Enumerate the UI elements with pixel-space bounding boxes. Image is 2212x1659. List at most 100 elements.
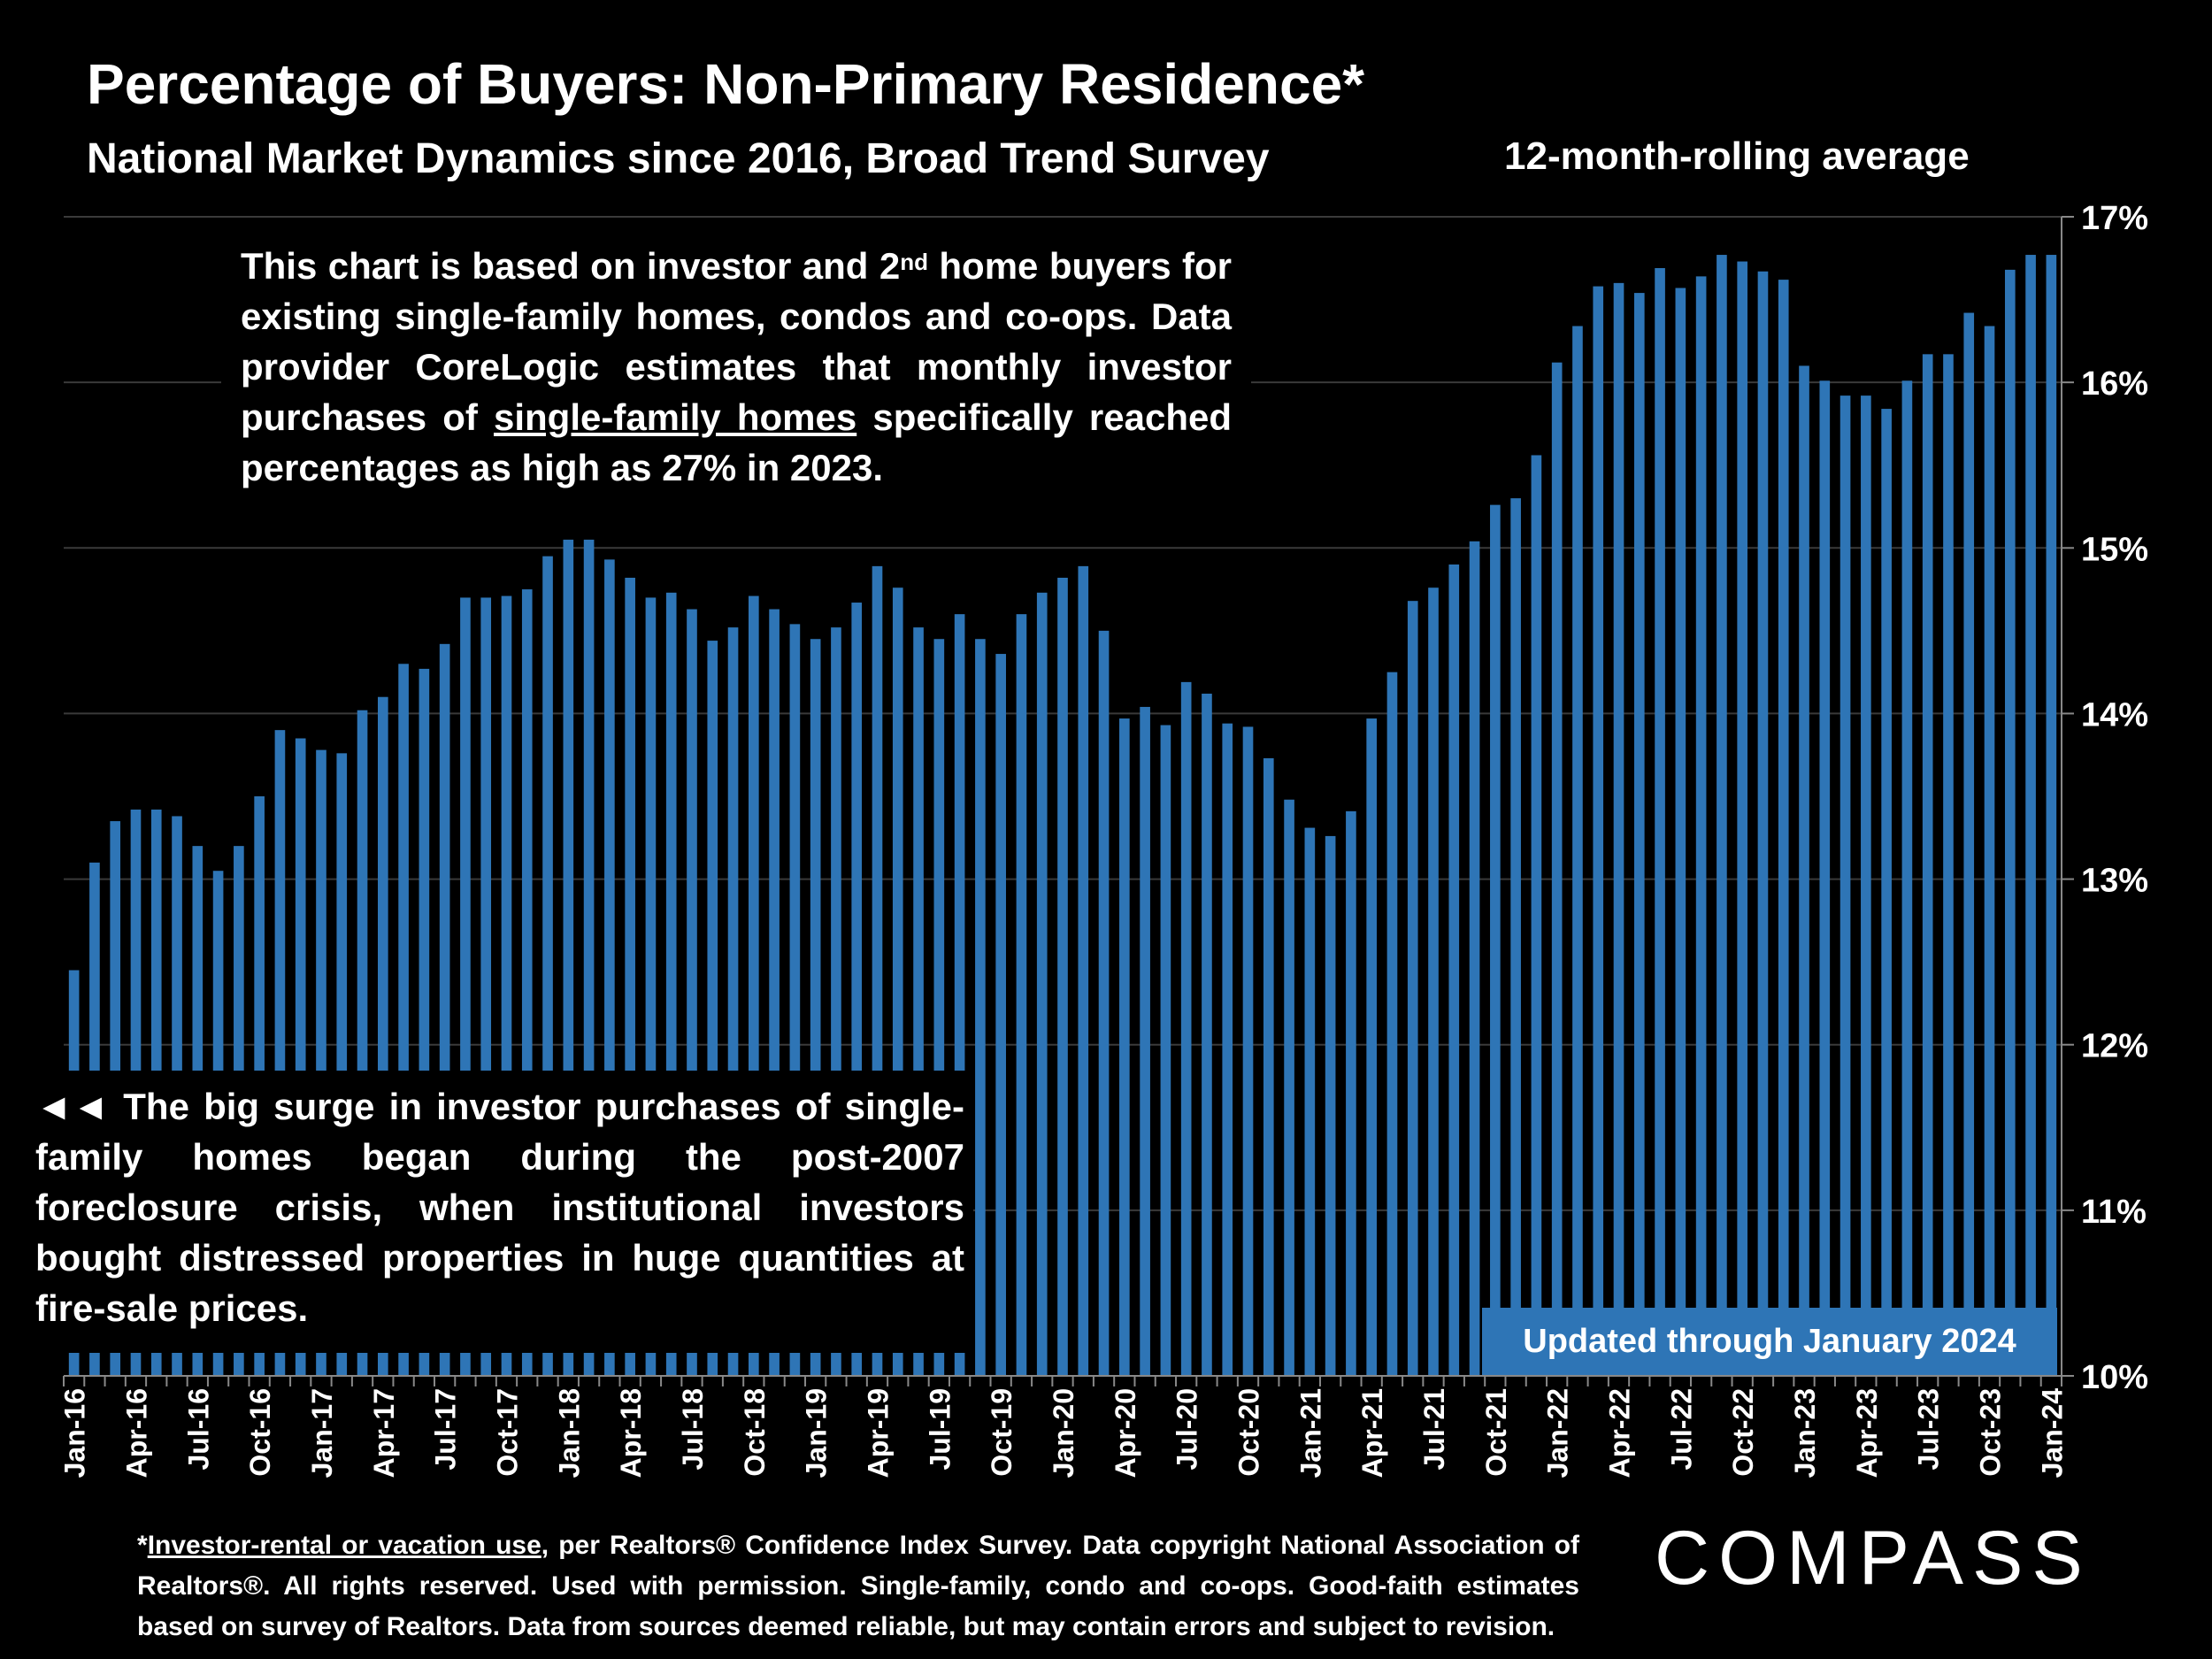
footnote-underlined-term: Investor-rental or vacation use <box>147 1531 541 1560</box>
bar <box>1799 365 1809 1376</box>
bar <box>563 539 574 1376</box>
bar <box>295 738 306 1376</box>
bar <box>1263 757 1274 1376</box>
bar <box>1386 672 1398 1376</box>
bar <box>810 639 821 1376</box>
bar <box>913 627 924 1376</box>
x-tick-label: Apr-16 <box>120 1388 152 1478</box>
y-tick-label: 10% <box>2081 1359 2148 1396</box>
x-tick-label: Jul-17 <box>430 1388 462 1470</box>
note-text-2: home buyers for existing single-family h… <box>241 245 1232 438</box>
x-tick-label: Jul-16 <box>182 1388 214 1470</box>
bar <box>1593 286 1604 1377</box>
bar <box>1428 588 1439 1376</box>
bar <box>1325 835 1336 1376</box>
annotation-foreclosure-note: ◄◄ The big surge in investor purchases o… <box>25 1071 973 1353</box>
bar <box>1675 288 1686 1376</box>
bar <box>954 614 965 1376</box>
bar <box>995 654 1006 1376</box>
x-tick-label: Apr-19 <box>862 1388 894 1478</box>
bar <box>645 597 657 1376</box>
bar <box>542 556 553 1376</box>
x-axis: Jan-16 Apr-16 Jul-16 Oct-16 Jan-17 Apr-17 Jul-… <box>59 1375 2068 1479</box>
bar <box>975 639 986 1376</box>
x-tick-label: Oct-22 <box>1727 1388 1759 1477</box>
bar <box>1839 396 1851 1377</box>
x-tick-label: Jan-24 <box>2036 1388 2068 1479</box>
bar <box>1737 261 1748 1376</box>
x-tick-label: Jul-19 <box>924 1388 956 1470</box>
x-tick-label: Apr-21 <box>1356 1388 1388 1478</box>
bar <box>1407 601 1418 1376</box>
footnote-text: , per Realtors® Confidence Index Survey.… <box>137 1531 1579 1641</box>
bar <box>1613 282 1624 1376</box>
bar <box>501 595 512 1376</box>
bar <box>1119 718 1130 1376</box>
bar <box>2004 269 2016 1376</box>
x-tick-label: Oct-19 <box>986 1388 1018 1477</box>
bar <box>1078 565 1089 1376</box>
x-tick-label: Jan-17 <box>306 1388 338 1478</box>
note-underlined-term: single-family homes <box>493 396 857 438</box>
bar <box>1490 504 1501 1376</box>
x-tick-label: Jul-22 <box>1665 1388 1697 1470</box>
updated-badge: Updated through January 2024 <box>1482 1308 2057 1375</box>
bar <box>336 753 348 1376</box>
bar <box>625 577 635 1376</box>
bar <box>1819 380 1831 1376</box>
x-tick-label: Oct-20 <box>1233 1388 1265 1477</box>
y-tick-label: 12% <box>2081 1028 2148 1065</box>
bar <box>892 588 903 1376</box>
bar <box>707 641 718 1376</box>
x-tick-label: Jul-18 <box>677 1388 709 1470</box>
x-tick-label: Jan-22 <box>1542 1388 1574 1478</box>
bar <box>521 589 533 1376</box>
bar <box>1901 380 1913 1376</box>
bar <box>1448 565 1460 1376</box>
x-tick-label: Oct-23 <box>1975 1388 2007 1477</box>
bar <box>604 559 615 1376</box>
bar <box>1098 630 1110 1376</box>
x-tick-label: Apr-17 <box>368 1388 400 1478</box>
bar <box>460 597 471 1376</box>
bar <box>1757 271 1769 1377</box>
bar <box>2025 255 2036 1376</box>
x-tick-label: Apr-20 <box>1110 1388 1141 1478</box>
bar <box>851 603 863 1376</box>
bar <box>1346 810 1356 1376</box>
bar <box>1551 362 1563 1377</box>
x-tick-label: Jan-19 <box>801 1388 833 1478</box>
bar <box>1140 706 1150 1376</box>
bar <box>1778 280 1789 1377</box>
y-tick-label: 17% <box>2081 200 2148 237</box>
y-tick-label: 15% <box>2081 531 2148 568</box>
footnote: *Investor-rental or vacation use, per Re… <box>137 1525 1579 1647</box>
bar <box>1531 455 1542 1376</box>
bar <box>1304 827 1316 1376</box>
bar <box>1284 799 1294 1376</box>
x-tick-label: Jan-16 <box>59 1388 91 1478</box>
bar <box>1160 725 1171 1376</box>
y-tick-label: 11% <box>2081 1194 2147 1231</box>
bar <box>1202 693 1212 1376</box>
x-tick-label: Apr-18 <box>615 1388 647 1478</box>
bar <box>1695 276 1707 1376</box>
bar <box>583 539 595 1376</box>
bar <box>1057 577 1068 1376</box>
bar <box>1633 293 1645 1377</box>
x-tick-label: Jul-21 <box>1418 1388 1450 1470</box>
note-text-1: This chart is based on investor and 2 <box>241 245 901 287</box>
note-superscript: nd <box>900 249 928 275</box>
x-tick-label: Jan-18 <box>553 1388 585 1478</box>
bar <box>1366 718 1377 1376</box>
bar <box>665 592 677 1376</box>
footnote-prefix: * <box>137 1531 148 1560</box>
rolling-average-label: 12-month-rolling average <box>1504 134 1970 178</box>
chart-subtitle: National Market Dynamics since 2016, Bro… <box>87 135 1270 182</box>
x-tick-label: Oct-17 <box>491 1388 523 1477</box>
bar <box>377 696 388 1376</box>
bar <box>1861 396 1871 1377</box>
bar <box>933 639 945 1376</box>
bar <box>1222 723 1233 1376</box>
bar <box>1180 681 1192 1376</box>
